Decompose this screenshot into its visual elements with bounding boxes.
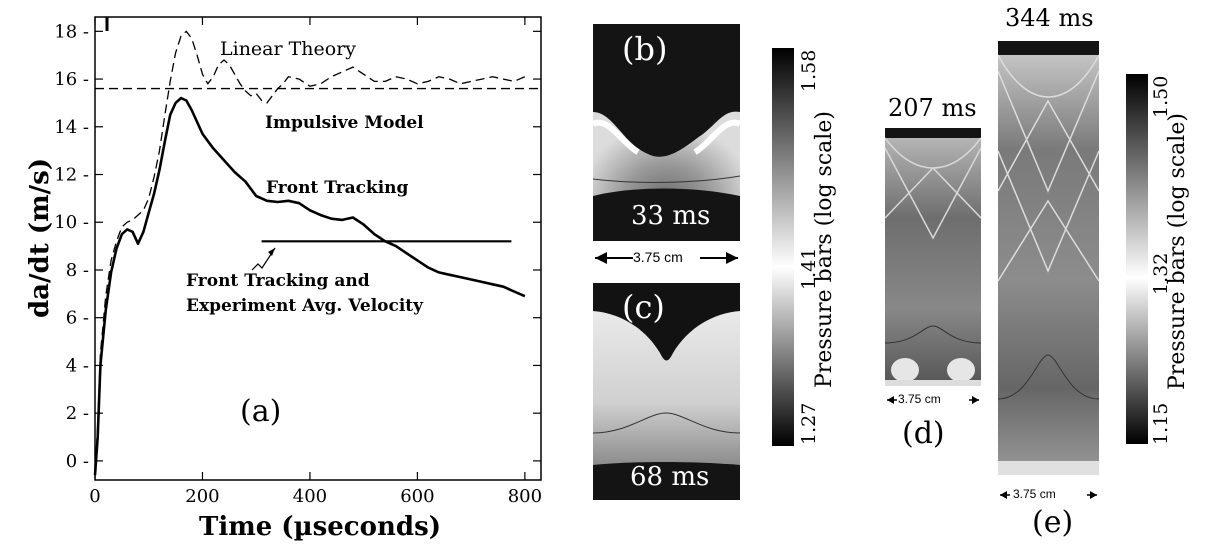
- annotation-linear-theory: Linear Theory: [220, 38, 356, 60]
- x-tick-label: 0: [89, 486, 100, 507]
- colorbar-2-title: Pressure bars (log scale): [1165, 113, 1190, 390]
- velocity-chart: 0 200 400 600 800 0 - 2 - 4 - 6 - 8 - 10 - 12 - 14 -…: [0, 0, 560, 549]
- colorbar-1-title: Pressure bars (log scale): [812, 111, 837, 388]
- y-tick-label: 18 -: [54, 21, 89, 42]
- annotation-avg-velocity-line1: Front Tracking and: [186, 271, 370, 291]
- annotation-impulsive-model: Impulsive Model: [265, 113, 424, 133]
- time-label-e: 344 ms: [1005, 4, 1094, 32]
- y-tick-label: 10 -: [54, 212, 89, 233]
- y-tick-label: 6 -: [66, 308, 89, 329]
- series-line-0: [95, 31, 525, 475]
- scale-label-d: 3.75 cm: [898, 392, 941, 406]
- colorbar-1: [772, 48, 794, 446]
- time-label-b: 33 ms: [631, 201, 710, 231]
- annotation-arrowhead: [268, 248, 275, 256]
- simulation-image-e: [998, 41, 1099, 475]
- panel-label-d: (d): [902, 416, 945, 451]
- y-axis-label: da/dt (m/s): [25, 158, 55, 318]
- scale-label-e: 3.75 cm: [1013, 487, 1056, 501]
- annotation-avg-velocity-line2: Experiment Avg. Velocity: [186, 296, 424, 316]
- y-tick-label: 16 -: [54, 69, 89, 90]
- y-tick-label: 12 -: [54, 165, 89, 186]
- annotation-front-tracking: Front Tracking: [266, 178, 409, 198]
- time-label-c: 68 ms: [630, 462, 709, 492]
- scale-label-b: 3.75 cm: [633, 249, 683, 265]
- colorbar-1-min: 1.27: [798, 403, 820, 445]
- panel-label-c: (c): [622, 288, 665, 326]
- colorbar-2-max: 1.50: [1150, 76, 1172, 118]
- colorbar-1-max: 1.58: [798, 50, 820, 92]
- plot-frame: [95, 17, 541, 480]
- x-axis-label: Time (µseconds): [199, 512, 441, 542]
- simulation-image-d: [885, 128, 981, 386]
- x-tick-label: 200: [185, 486, 219, 507]
- y-tick-label: 2 -: [66, 403, 89, 424]
- panel-label-a: (a): [240, 394, 281, 429]
- y-tick-label: 8 -: [66, 260, 89, 281]
- x-tick-label: 800: [508, 486, 542, 507]
- y-tick-label: 0 -: [66, 451, 89, 472]
- y-tick-label: 4 -: [66, 355, 89, 376]
- colorbar-2: [1126, 74, 1148, 444]
- panel-label-b: (b): [622, 30, 667, 68]
- x-tick-label: 600: [400, 486, 434, 507]
- colorbar-2-min: 1.15: [1150, 403, 1172, 445]
- time-label-d: 207 ms: [888, 94, 977, 122]
- x-tick-label: 400: [293, 486, 327, 507]
- y-tick-label: 14 -: [54, 117, 89, 138]
- panel-label-e: (e): [1032, 505, 1073, 540]
